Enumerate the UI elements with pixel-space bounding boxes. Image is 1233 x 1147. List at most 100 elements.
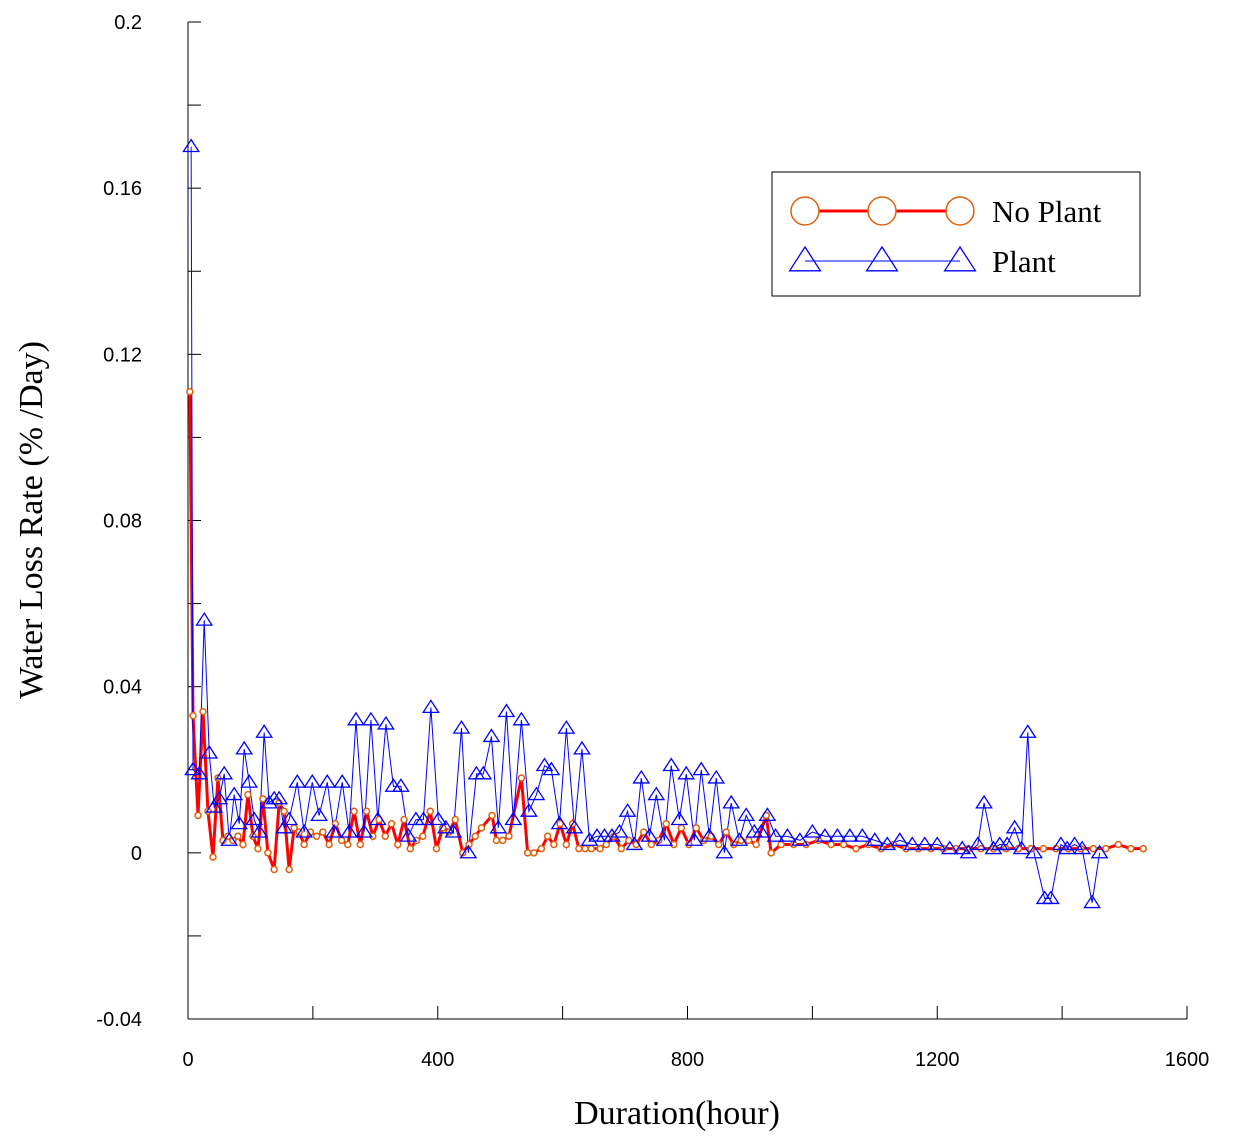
marker: [914, 844, 923, 853]
marker: [975, 794, 993, 809]
marker: [647, 786, 666, 801]
marker: [523, 849, 532, 857]
marker: [744, 836, 753, 845]
marker: [394, 840, 402, 849]
marker: [381, 832, 390, 840]
marker: [778, 828, 797, 842]
marker: [968, 836, 987, 851]
marker: [943, 245, 977, 272]
marker: [662, 757, 681, 772]
marker: [249, 832, 257, 840]
x-tick-label: 1600: [1165, 1049, 1210, 1071]
marker: [520, 803, 538, 817]
marker: [474, 765, 493, 780]
marker: [406, 844, 415, 853]
marker: [527, 786, 546, 801]
marker: [444, 823, 463, 838]
marker: [722, 794, 741, 809]
marker: [255, 724, 274, 738]
marker: [245, 811, 264, 826]
marker: [234, 832, 242, 840]
marker: [1114, 840, 1123, 849]
marker: [214, 774, 222, 782]
marker: [471, 832, 479, 840]
marker: [244, 790, 252, 799]
marker: [707, 769, 726, 784]
marker: [270, 790, 289, 805]
x-axis-label: Duration(hour): [574, 1095, 780, 1132]
marker: [1083, 894, 1101, 909]
marker: [562, 840, 571, 849]
marker: [377, 715, 395, 730]
marker: [543, 832, 552, 840]
y-tick-label: 0.2: [114, 12, 142, 34]
marker: [280, 807, 288, 816]
marker: [280, 811, 299, 826]
marker: [347, 711, 365, 726]
marker: [259, 795, 267, 803]
marker: [790, 196, 820, 226]
marker: [204, 807, 212, 816]
marker: [940, 840, 959, 855]
marker: [432, 844, 441, 853]
marker: [498, 836, 507, 845]
marker: [482, 728, 501, 743]
marker: [325, 840, 333, 849]
marker: [344, 840, 352, 849]
y-tick-label: 0.04: [103, 677, 142, 699]
marker: [182, 138, 201, 153]
marker: [618, 803, 637, 817]
marker: [205, 798, 224, 813]
marker: [853, 828, 872, 842]
marker: [1051, 836, 1070, 851]
marker: [662, 820, 671, 828]
marker: [310, 807, 329, 821]
marker: [573, 740, 591, 755]
marker: [828, 828, 847, 842]
marker: [1073, 840, 1091, 855]
marker: [865, 832, 884, 846]
marker: [927, 844, 935, 853]
marker: [557, 720, 576, 734]
marker: [436, 819, 455, 834]
marker: [1065, 836, 1084, 851]
marker: [264, 849, 272, 857]
marker: [1039, 844, 1048, 853]
marker: [959, 844, 978, 859]
marker: [392, 778, 410, 792]
marker: [387, 820, 396, 828]
marker: [1102, 844, 1110, 853]
marker: [333, 774, 352, 788]
legend-box: [771, 171, 1141, 297]
marker: [692, 824, 700, 832]
marker: [517, 774, 526, 782]
marker: [714, 840, 723, 849]
marker: [194, 811, 202, 820]
marker: [878, 836, 897, 851]
marker: [1005, 819, 1024, 834]
y-tick-label: 0: [131, 843, 142, 865]
marker: [235, 740, 254, 755]
marker: [839, 840, 848, 849]
marker: [419, 832, 427, 840]
marker: [362, 807, 371, 816]
marker: [530, 849, 538, 857]
marker: [1002, 844, 1010, 853]
marker: [303, 774, 322, 788]
marker: [915, 836, 934, 851]
marker: [928, 836, 947, 851]
marker: [617, 844, 626, 853]
marker: [766, 828, 785, 842]
marker: [421, 699, 440, 713]
marker: [670, 840, 678, 849]
marker: [400, 815, 408, 824]
marker: [492, 836, 501, 845]
marker: [890, 832, 909, 846]
marker: [575, 844, 583, 853]
marker: [580, 832, 599, 846]
marker: [189, 711, 197, 720]
marker: [852, 844, 860, 853]
marker: [840, 828, 859, 842]
